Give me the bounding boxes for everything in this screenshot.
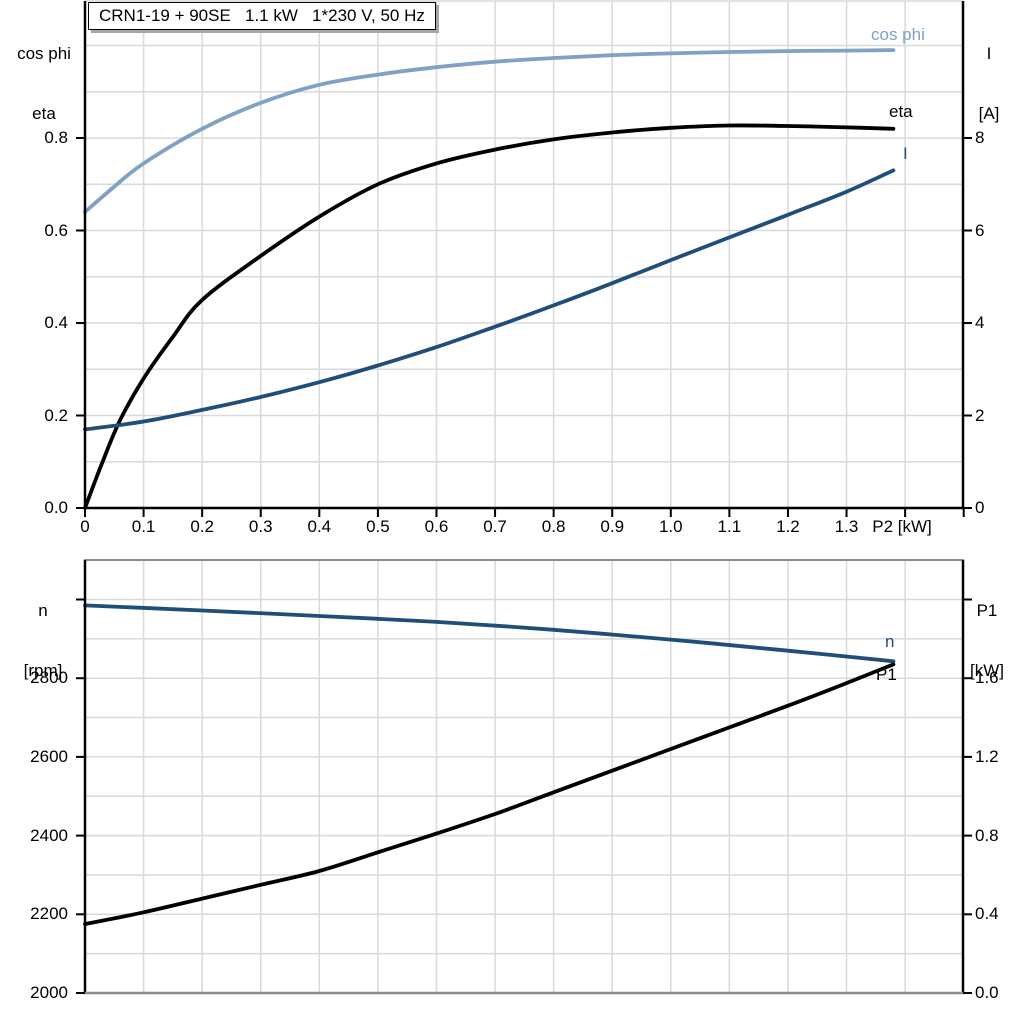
x-axis-unit-label: P2 [kW] [872,517,932,536]
x-axis-tick-label: 1.2 [776,517,800,536]
x-axis-tick-label: 0.5 [366,517,390,536]
right-axis-tick-label: 1.6 [975,668,999,688]
right-axis-tick-label: 6 [975,220,985,240]
right-axis-title-line2: [kW] [970,661,1004,680]
x-axis-tick-label: 0.8 [541,517,566,536]
chart-title: CRN1-19 + 90SE 1.1 kW 1*230 V, 50 Hz [88,2,436,30]
curve-label-current: I [903,144,908,163]
curve-cos-phi [83,48,896,214]
right-axis-title-bottom: P1 [kW] [956,561,1018,721]
curve-label-p1: P1 [876,665,897,684]
curve-i [83,168,896,432]
left-axis-tick-label: 0.6 [44,220,68,240]
left-axis-title-line1: n [38,601,48,620]
x-axis-tick-label: 0.2 [190,517,214,536]
right-axis-tick-label: 1.2 [975,746,999,766]
gridlines-chart1 [85,0,963,508]
gridlines-chart2 [85,560,963,993]
right-axis-tick-label: 0 [975,498,985,517]
left-axis-tick-label: 0.8 [44,128,68,147]
left-axis-tick-label: 0.0 [44,498,68,517]
x-axis-tick-label: 0.4 [307,517,332,536]
axes-chart2 [76,559,972,995]
left-axis-tick-label: 2600 [30,746,68,766]
left-axis-tick-label: 2000 [30,983,68,1002]
x-axis-tick-label: 0.7 [483,517,507,536]
left-axis-title-bottom: n [rpm] [10,561,76,721]
right-axis-title-line1: I [986,44,992,63]
right-axis-tick-label: 0.8 [975,825,999,845]
x-axis-tick-label: 1.0 [658,517,683,536]
left-axis-tick-label: 2400 [30,825,68,845]
left-axis-title-line1: cos phi [17,44,71,63]
axes-chart1 [76,1,972,517]
curve-n [83,603,896,664]
left-axis-tick-label: 0.2 [44,405,68,425]
right-axis-tick-label: 4 [975,313,985,332]
curve-label-eta: eta [889,102,913,121]
left-axis-title-line2: eta [32,104,56,123]
right-axis-title-line2: [A] [978,104,1000,123]
right-axis-tick-label: 2 [975,405,985,425]
curve-eta [83,123,896,510]
right-axis-tick-label: 0.4 [975,904,999,924]
left-axis-tick-label: 0.4 [44,313,68,332]
left-axis-tick-label: 2800 [30,668,68,688]
x-axis-tick-label: 0 [80,517,90,536]
right-axis-title-line1: P1 [976,601,998,620]
curve-label-speed: n [885,632,895,651]
x-axis-tick-label: 0.9 [600,517,625,536]
curves-chart1 [83,48,896,510]
right-axis-title-top: I [A] [960,4,1018,164]
x-axis-tick-label: 0.1 [131,517,156,536]
left-axis-tick-label: 2200 [30,904,68,924]
curve-p1 [83,662,896,926]
left-axis-title-top: cos phi eta [4,4,84,164]
left-axis-title-line2: [rpm] [23,661,63,680]
x-axis-tick-label: 0.6 [424,517,449,536]
curve-label-cos-phi: cos phi [871,25,925,44]
right-axis-tick-label: 0.0 [975,983,999,1002]
right-axis-tick-label: 8 [975,128,985,147]
x-axis-tick-label: 0.3 [248,517,273,536]
curves-chart2 [83,603,896,926]
x-axis-tick-label: 1.1 [717,517,742,536]
x-axis-tick-label: 1.3 [834,517,859,536]
